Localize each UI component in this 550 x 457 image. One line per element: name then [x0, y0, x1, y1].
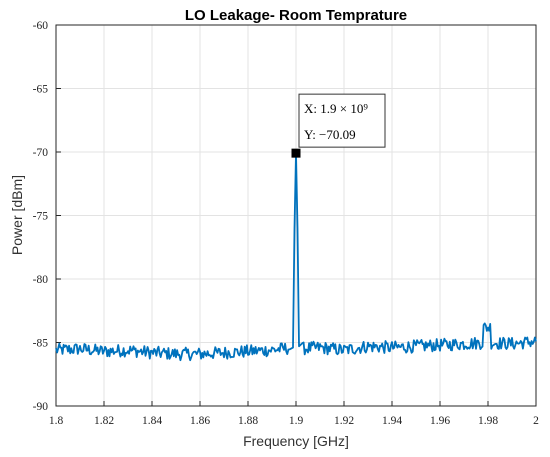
datatip-x-label: X: 1.9 × 10⁹	[304, 101, 368, 116]
y-tick-label: -60	[33, 20, 49, 32]
x-tick-label: 1.88	[238, 415, 258, 427]
x-tick-label: 1.8	[49, 415, 64, 427]
x-tick-label: 1.9	[289, 415, 304, 427]
datatip[interactable]: X: 1.9 × 10⁹ Y: −70.09	[291, 93, 386, 158]
datatip-y-label: Y: −70.09	[304, 127, 356, 142]
y-axis-label: Power [dBm]	[9, 175, 25, 255]
datatip-box[interactable]	[298, 93, 386, 148]
x-ticks: 1.8 1.82 1.84 1.86 1.88 1.9 1.92 1.94 1.96 1.98 2	[49, 401, 539, 427]
y-tick-label: -70	[33, 147, 49, 159]
chart-title: LO Leakage- Room Temprature	[185, 7, 407, 24]
datatip-marker[interactable]	[291, 148, 301, 158]
x-tick-label: 1.92	[334, 415, 354, 427]
x-tick-label: 1.98	[478, 415, 498, 427]
x-tick-label: 1.84	[142, 415, 162, 427]
y-tick-label: -80	[33, 274, 49, 286]
x-axis-label: Frequency [GHz]	[243, 433, 349, 449]
y-ticks: -60 -65 -70 -75 -80 -85 -90	[33, 20, 61, 413]
y-tick-label: -90	[33, 401, 49, 413]
y-tick-label: -75	[33, 211, 49, 223]
x-tick-label: 1.96	[430, 415, 450, 427]
y-tick-label: -65	[33, 84, 49, 96]
x-tick-label: 1.86	[190, 415, 210, 427]
x-tick-label: 2	[533, 415, 539, 427]
x-tick-label: 1.82	[94, 415, 114, 427]
x-tick-label: 1.94	[382, 415, 402, 427]
y-tick-label: -85	[33, 338, 49, 350]
